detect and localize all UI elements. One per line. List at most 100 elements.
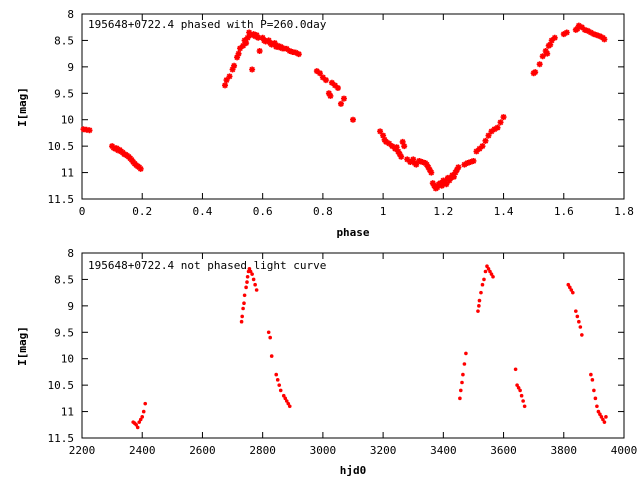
x-tick-label: 1.4 <box>494 205 514 218</box>
data-point <box>316 70 323 77</box>
data-point <box>568 285 572 290</box>
data-point <box>410 156 417 163</box>
data-point <box>234 54 241 61</box>
data-point <box>581 26 588 33</box>
data-point <box>222 82 229 89</box>
data-point <box>395 148 402 155</box>
data-point <box>488 269 492 274</box>
data-point <box>143 401 148 406</box>
data-point <box>223 77 230 84</box>
data-point <box>485 264 489 269</box>
phased-light-curve-panel: 0 0.2 0.4 0.6 0.8 1 1.2 1.4 1.6 1.8 8 8.5 9 9.5 10 10.5… <box>16 8 634 239</box>
data-point <box>249 66 256 73</box>
y-tick-label: 8 <box>67 247 74 260</box>
data-point <box>253 282 257 287</box>
data-point <box>83 126 90 133</box>
data-point <box>464 351 468 356</box>
data-point <box>566 282 571 287</box>
chart-title: 195648+0722.4 phased with P=260.0day <box>88 18 327 31</box>
data-point <box>135 425 140 430</box>
y-axis-label: I[mag] <box>16 87 29 127</box>
x-tick-label: 2600 <box>189 444 216 457</box>
y-tick-label: 10 <box>61 353 74 366</box>
data-point <box>476 145 483 152</box>
data-point <box>254 288 259 292</box>
data-point <box>477 304 481 308</box>
y-tick-label: 9 <box>67 61 74 74</box>
data-point <box>518 388 522 393</box>
data-point <box>295 51 302 58</box>
x-tick-label: 0 <box>79 205 86 218</box>
data-point <box>334 85 341 91</box>
data-point <box>292 49 299 56</box>
data-point <box>536 61 543 68</box>
data-point <box>256 48 263 54</box>
data-point <box>500 114 507 121</box>
data-point <box>423 161 430 168</box>
data-point <box>428 169 435 176</box>
data-point <box>389 143 396 150</box>
data-point <box>486 267 491 271</box>
data-point <box>522 404 527 409</box>
x-tick-label: 3800 <box>551 444 578 457</box>
data-point <box>313 68 320 75</box>
data-point <box>269 354 274 358</box>
x-tick-label: 1 <box>380 205 387 218</box>
data-point <box>253 32 260 39</box>
data-point <box>461 161 468 168</box>
data-point <box>268 335 272 340</box>
data-point <box>601 36 608 43</box>
data-point <box>488 128 495 135</box>
x-tick-label: 1.2 <box>433 205 453 218</box>
data-point <box>429 180 436 187</box>
plot-frame <box>81 252 625 439</box>
data-point <box>413 161 420 168</box>
data-point <box>328 79 335 86</box>
data-point <box>383 138 390 145</box>
data-point <box>491 126 498 133</box>
data-point <box>259 34 266 41</box>
x-tick-label: 0.6 <box>253 205 273 218</box>
data-point <box>437 180 444 187</box>
data-point <box>578 325 583 329</box>
data-point <box>239 319 244 324</box>
data-point <box>140 415 145 419</box>
data-point <box>575 22 582 29</box>
x-tick-label: 4000 <box>611 444 638 457</box>
data-point <box>547 41 554 48</box>
data-point <box>141 409 146 414</box>
data-point <box>446 177 453 184</box>
data-point <box>241 37 248 44</box>
data-point <box>462 362 467 366</box>
data-point <box>416 157 423 164</box>
y-tick-label: 11.5 <box>48 432 75 445</box>
data-point <box>262 38 269 45</box>
data-point <box>80 126 87 133</box>
x-axis-label: hjd0 <box>340 464 367 477</box>
data-point <box>401 143 408 150</box>
data-point <box>278 388 283 393</box>
y-tick-label: 8.5 <box>54 34 74 47</box>
data-point <box>519 393 524 398</box>
data-point <box>399 138 406 145</box>
x-tick-label: 3200 <box>370 444 397 457</box>
x-tick-label: 3600 <box>490 444 517 457</box>
data-point <box>398 153 405 160</box>
x-tick-label: 0.8 <box>313 205 333 218</box>
data-point <box>516 385 521 390</box>
data-point <box>548 37 555 44</box>
data-point <box>287 404 292 409</box>
data-point <box>244 34 251 41</box>
data-point <box>331 82 338 89</box>
plot-frame <box>81 13 625 200</box>
data-point <box>494 124 501 131</box>
tick-group: 2200 2400 2600 2800 3000 3200 3400 3600 3800 4000… <box>48 247 638 457</box>
data-point <box>521 399 525 403</box>
y-axis-label: I[mag] <box>16 326 29 366</box>
data-point <box>283 396 288 401</box>
data-point <box>284 399 289 403</box>
data-point <box>592 388 596 393</box>
data-point <box>242 293 247 298</box>
data-point <box>479 143 486 150</box>
data-point <box>458 396 462 401</box>
